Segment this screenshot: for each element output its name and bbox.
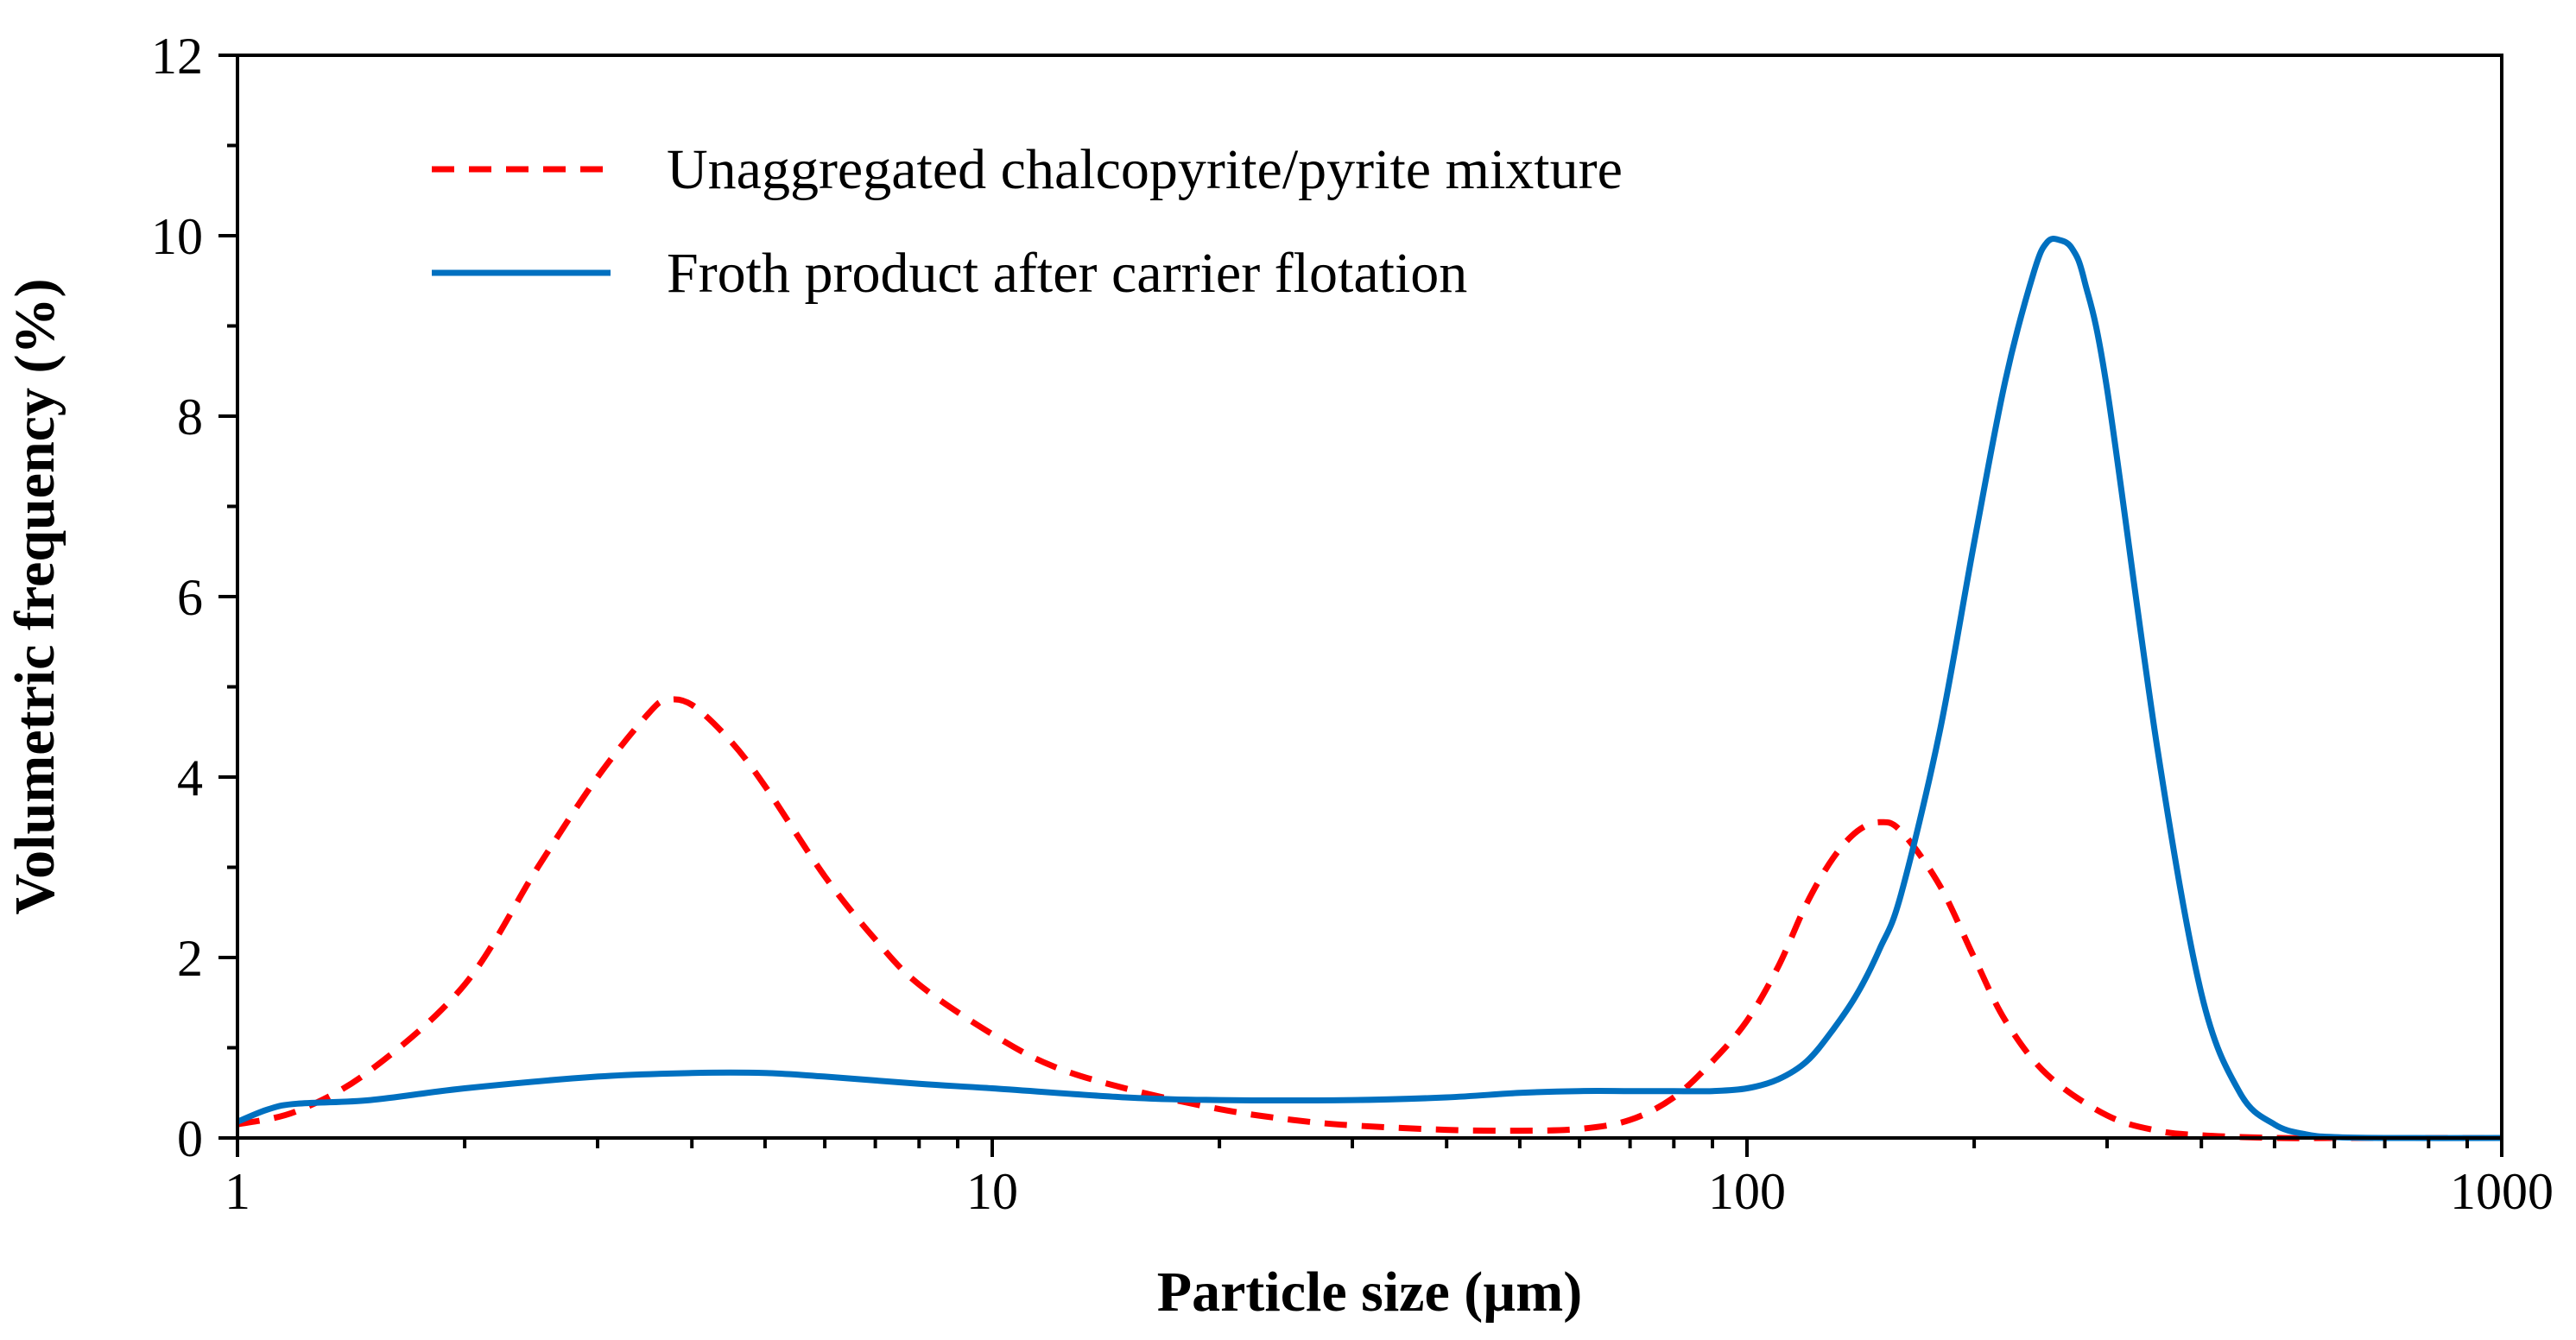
y-tick-label: 2 (177, 930, 203, 987)
y-tick-label: 10 (151, 208, 203, 265)
y-tick-label: 4 (177, 749, 203, 806)
legend-label-unaggregated: Unaggregated chalcopyrite/pyrite mixture (667, 138, 1623, 201)
series-line-0 (237, 696, 2502, 1141)
y-tick-label: 6 (177, 569, 203, 626)
series-lines (236, 235, 2503, 1141)
legend: Unaggregated chalcopyrite/pyrite mixture… (432, 138, 1623, 305)
x-tick-label: 1000 (2450, 1163, 2554, 1220)
x-tick-label: 1 (225, 1163, 250, 1220)
y-tick-label: 8 (177, 389, 203, 446)
series-line-1 (236, 235, 2503, 1141)
legend-label-froth-product: Froth product after carrier flotation (667, 242, 1467, 305)
axis-ticks (218, 54, 2503, 1157)
y-axis-title: Volumetric frequency (%) (3, 279, 66, 915)
x-tick-label: 100 (1708, 1163, 1786, 1220)
x-axis-title: Particle size (µm) (1157, 1261, 1582, 1324)
axis-tick-labels: 0 2 4 6 8 10 12 1 10 100 1000 (151, 28, 2554, 1220)
y-tick-label: 0 (177, 1110, 203, 1167)
x-tick-label: 10 (966, 1163, 1018, 1220)
y-tick-label: 12 (151, 28, 203, 85)
